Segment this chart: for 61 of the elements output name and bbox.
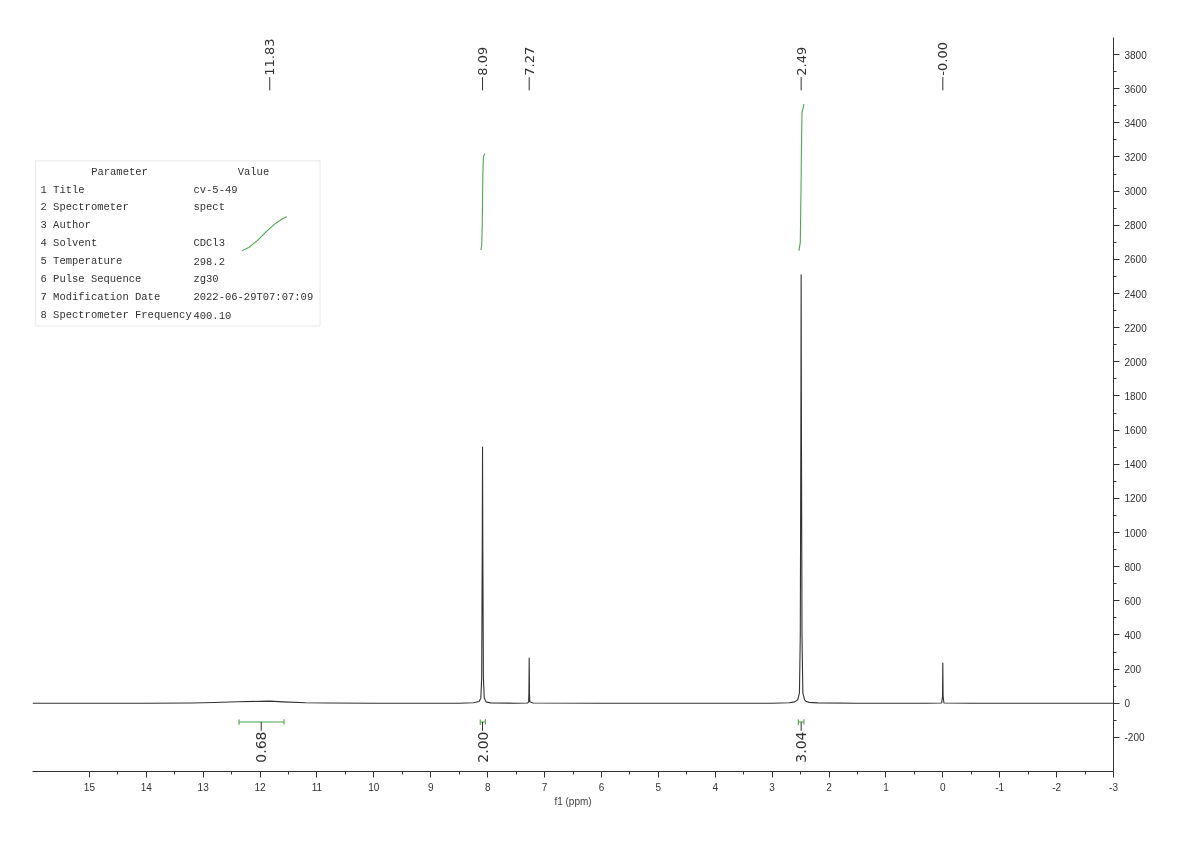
- text: 1 Title cv-5-49: [40, 183, 238, 196]
- text: 2 Spectrometer spect: [40, 201, 225, 214]
- annotation: 7.27: [521, 46, 537, 76]
- x-tick-label: 10: [368, 781, 380, 793]
- x-tick-label: 0: [940, 781, 947, 793]
- x-tick-label: 14: [140, 781, 153, 793]
- annotation: 8 Spectrometer Frequency 400.10: [40, 309, 232, 322]
- y-tick-label: 3600: [1124, 83, 1148, 95]
- text: 4 Solvent CDCl3: [40, 237, 225, 250]
- y-tick-label: 3800: [1124, 49, 1148, 61]
- x-tick-label: 6: [598, 781, 605, 793]
- x-tick-label: -3: [1109, 781, 1119, 793]
- annotation: 11.83: [262, 38, 278, 76]
- text: 7 Modification Date 2022-06-29T07:07:09: [40, 291, 314, 304]
- annotation: 8.09: [475, 46, 491, 76]
- annotation: 3.04: [793, 731, 810, 763]
- text: 5 Temperature 298.2: [40, 255, 225, 268]
- y-tick-label: 2000: [1124, 356, 1148, 368]
- x-tick-label: 11: [311, 781, 323, 793]
- annotation: 0.68: [253, 731, 270, 763]
- y-tick-label: 1800: [1124, 390, 1148, 402]
- annotation: -0.00: [935, 42, 951, 76]
- y-tick-label: 200: [1124, 664, 1142, 676]
- x-axis-title: f1 (ppm): [554, 795, 592, 807]
- annotation: 3 Author: [40, 219, 91, 232]
- line-series: [480, 153, 486, 251]
- line-series: [241, 216, 288, 252]
- y-tick-label: 2600: [1124, 254, 1148, 266]
- y-tick-label: 1400: [1124, 459, 1148, 471]
- text: 6 Pulse Sequence zg30: [40, 273, 219, 286]
- y-tick-label: 800: [1124, 561, 1142, 573]
- x-tick-label: 1: [883, 781, 890, 793]
- x-tick-label: 15: [83, 781, 96, 793]
- y-tick-label: 0: [1124, 698, 1131, 710]
- x-tick-label: 9: [427, 781, 434, 793]
- x-tick-label: -2: [1052, 781, 1062, 793]
- x-tick-label: 5: [655, 781, 662, 793]
- annotation: 2.00: [474, 731, 491, 763]
- y-tick-label: -200: [1124, 732, 1145, 744]
- x-tick-label: 3: [769, 781, 776, 793]
- y-tick-label: 1200: [1124, 493, 1148, 505]
- y-tick-label: 3200: [1124, 151, 1148, 163]
- x-tick-label: 13: [197, 781, 210, 793]
- y-tick-label: 1600: [1124, 425, 1148, 437]
- x-tick-label: 8: [484, 781, 491, 793]
- y-tick-label: 600: [1124, 595, 1142, 607]
- x-tick-label: 7: [541, 781, 548, 793]
- x-tick-label: 12: [254, 781, 267, 793]
- x-tick-label: 2: [826, 781, 833, 793]
- y-tick-label: 2200: [1124, 322, 1148, 334]
- annotation: 2.49: [793, 46, 809, 76]
- y-tick-label: 400: [1124, 629, 1142, 641]
- y-tick-label: 3000: [1124, 186, 1148, 198]
- y-tick-label: 1000: [1124, 527, 1148, 539]
- y-tick-label: 3400: [1124, 117, 1148, 129]
- x-tick-label: 4: [712, 781, 719, 793]
- text: Parameter Value: [91, 165, 270, 178]
- line-series: [798, 103, 805, 252]
- x-tick-label: -1: [995, 781, 1005, 793]
- y-tick-label: 2800: [1124, 220, 1148, 232]
- y-tick-label: 2400: [1124, 288, 1148, 300]
